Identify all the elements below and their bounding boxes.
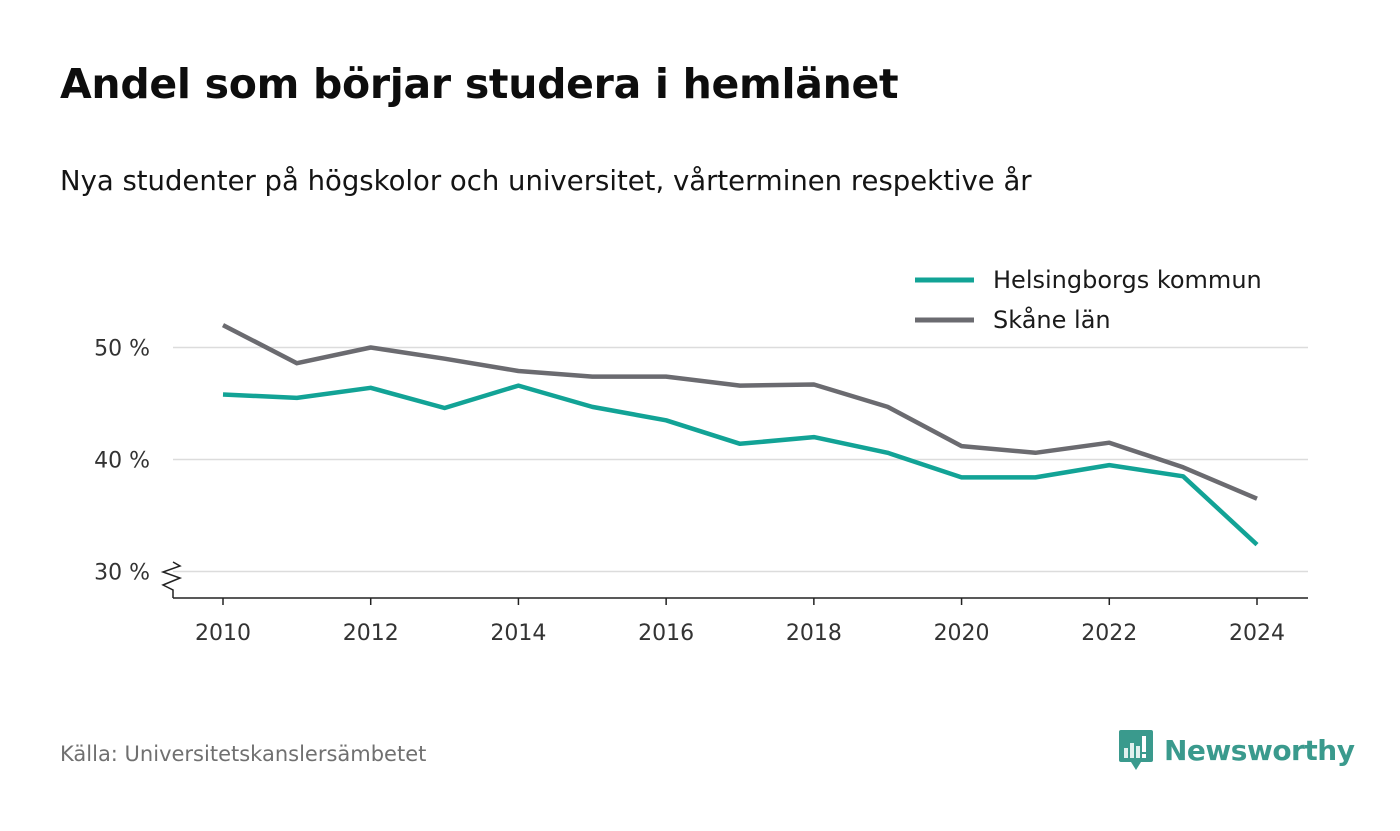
source-note: Källa: Universitetskanslersämbetet: [60, 742, 427, 766]
newsworthy-logo-icon: [1119, 730, 1153, 770]
legend-background: [905, 258, 1285, 346]
axis-break-mark: [160, 561, 183, 598]
axes: 30 % 40 % 50 % 2010 2012 2014 2016 2018 2020 2022…: [94, 337, 1308, 646]
legend: Helsingborgs kommun Skåne län: [905, 258, 1285, 346]
gridlines: [173, 346, 1308, 573]
legend-label: Helsingborgs kommun: [993, 266, 1262, 294]
x-tick-label: 2022: [1081, 621, 1137, 646]
series-line-helsingborgs-kommun: [222, 383, 1259, 547]
x-tick-label: 2024: [1229, 621, 1285, 646]
x-tick-label: 2010: [195, 621, 251, 646]
y-tick-label: 50 %: [94, 337, 150, 362]
x-tick-label: 2014: [490, 621, 546, 646]
x-tick-label: 2012: [343, 621, 399, 646]
y-tick-label: 40 %: [94, 449, 150, 474]
chart-title: Andel som börjar studera i hemlänet: [60, 60, 899, 108]
series-lines: [221, 323, 1259, 547]
x-tick-label: 2018: [786, 621, 842, 646]
brand-name: Newsworthy: [1164, 733, 1355, 767]
series-line-sk-ne-l-n: [221, 323, 1258, 501]
x-tick-label: 2016: [638, 621, 694, 646]
y-tick-label: 30 %: [94, 561, 150, 586]
brand-logo[interactable]: Newsworthy: [1118, 728, 1355, 772]
legend-label: Skåne län: [993, 305, 1111, 334]
chart-subtitle: Nya studenter på högskolor och universit…: [60, 165, 1032, 197]
x-tick-label: 2020: [934, 621, 990, 646]
